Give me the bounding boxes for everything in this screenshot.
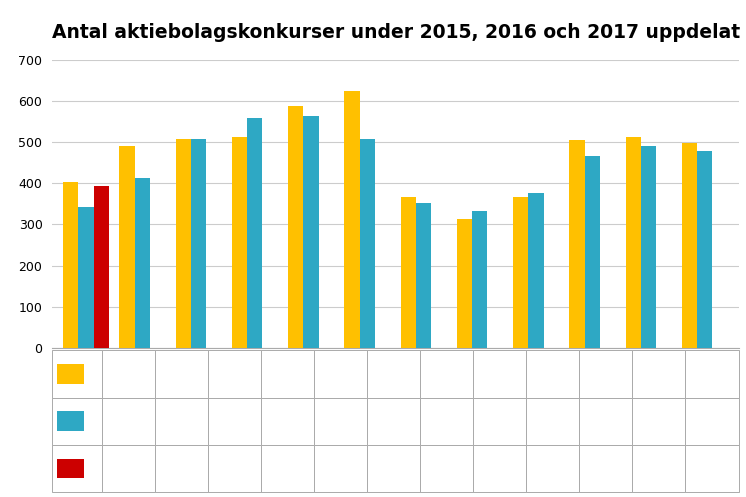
Bar [401, 197, 416, 348]
Bar [247, 118, 263, 348]
Text: 491: 491 [648, 416, 670, 426]
Text: 367: 367 [542, 369, 563, 379]
Bar [191, 139, 206, 348]
Text: 479: 479 [701, 416, 723, 426]
Bar [176, 139, 191, 348]
Bar [416, 203, 431, 348]
Text: 587: 587 [330, 369, 351, 379]
Bar [528, 193, 544, 348]
Bar [513, 197, 528, 348]
Bar [93, 186, 109, 348]
Text: 512: 512 [277, 369, 298, 379]
Bar [360, 139, 374, 348]
Text: 2015: 2015 [69, 369, 97, 379]
Text: 625: 625 [383, 369, 404, 379]
Bar [134, 178, 150, 348]
Bar [569, 140, 585, 348]
Bar [626, 137, 641, 348]
Text: 343: 343 [118, 416, 139, 426]
Text: 559: 559 [277, 416, 298, 426]
Text: 2017: 2017 [69, 463, 97, 474]
Text: 352: 352 [436, 416, 457, 426]
Text: 314: 314 [489, 369, 510, 379]
Text: 507: 507 [224, 369, 245, 379]
Bar [585, 156, 600, 348]
Text: 377: 377 [542, 416, 563, 426]
Bar [682, 143, 698, 348]
Bar [119, 146, 134, 348]
Text: 498: 498 [701, 369, 723, 379]
Text: 564: 564 [330, 416, 351, 426]
Text: 366: 366 [436, 369, 457, 379]
Text: 403: 403 [118, 369, 139, 379]
Bar [345, 90, 360, 348]
Bar [457, 219, 472, 348]
Text: 333: 333 [489, 416, 510, 426]
Bar [63, 182, 78, 348]
Text: 2016: 2016 [69, 416, 97, 426]
Bar [232, 137, 247, 348]
Text: 491: 491 [171, 369, 192, 379]
Text: 467: 467 [595, 416, 616, 426]
Bar [472, 211, 487, 348]
Bar [698, 151, 712, 348]
Text: 513: 513 [648, 369, 669, 379]
Text: 507: 507 [383, 416, 404, 426]
Bar [641, 146, 656, 348]
Text: Antal aktiebolagskonkurser under 2015, 2016 och 2017 uppdelat per månad: Antal aktiebolagskonkurser under 2015, 2… [52, 20, 746, 42]
Text: 412: 412 [171, 416, 192, 426]
Bar [78, 207, 93, 348]
Text: 508: 508 [224, 416, 245, 426]
Bar [288, 106, 304, 348]
Bar [304, 116, 319, 348]
Text: 506: 506 [595, 369, 616, 379]
Text: 393: 393 [118, 463, 139, 474]
